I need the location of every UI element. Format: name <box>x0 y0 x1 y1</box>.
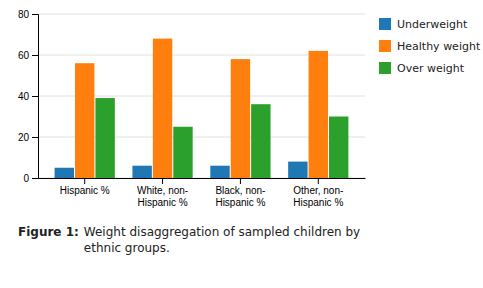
bar <box>153 39 172 178</box>
tick-mark <box>32 55 38 56</box>
tick-label: White, non-Hispanic % <box>137 185 188 208</box>
tick-mark <box>162 178 163 184</box>
tick-label-line: Other, non- <box>293 185 343 196</box>
bar <box>55 168 74 178</box>
tick-label-line: Hispanic % <box>138 197 188 208</box>
bar <box>95 98 114 178</box>
tick-label-line: White, non- <box>137 185 188 196</box>
caption-text: Weight disaggregation of sampled childre… <box>84 225 360 255</box>
tick-label-line: Hispanic % <box>293 197 343 208</box>
tick: Black, non-Hispanic % <box>215 178 265 208</box>
bar <box>75 63 94 178</box>
plot: 020406080Hispanic %White, non-Hispanic %… <box>18 9 366 208</box>
caption-line: Weight disaggregation of sampled childre… <box>84 225 360 239</box>
tick-mark <box>32 14 38 15</box>
legend-swatch <box>379 18 391 30</box>
tick: 0 <box>23 173 38 184</box>
caption-line: ethnic groups. <box>84 241 170 255</box>
tick-label: Other, non-Hispanic % <box>293 185 343 208</box>
bar <box>251 104 270 178</box>
tick-mark <box>318 178 319 184</box>
tick-label: 40 <box>18 91 30 102</box>
tick-mark <box>84 178 85 184</box>
legend: Underweight Healthy weight Over weight <box>379 18 481 75</box>
legend-item: Underweight <box>379 18 468 31</box>
tick-mark <box>32 178 38 179</box>
tick: Other, non-Hispanic % <box>293 178 343 208</box>
tick: Hispanic % <box>60 178 110 196</box>
tick-label: 80 <box>18 9 30 20</box>
tick-mark <box>240 178 241 184</box>
caption-title: Figure 1: <box>18 225 79 239</box>
bar-series <box>75 39 328 178</box>
tick: 40 <box>18 91 38 102</box>
grid <box>38 14 365 178</box>
legend-swatch <box>379 62 391 74</box>
y-axis: 0 20 40 60 80 <box>18 9 39 184</box>
tick-label-line: Hispanic % <box>215 197 265 208</box>
bars <box>55 39 349 178</box>
x-axis: Hispanic %White, non-Hispanic %Black, no… <box>39 178 366 208</box>
grid-line <box>38 14 365 15</box>
legend-label: Over weight <box>397 62 465 75</box>
tick-mark <box>32 137 38 138</box>
chart: 020406080Hispanic %White, non-Hispanic %… <box>0 0 483 288</box>
bar-series <box>95 98 348 178</box>
bar <box>231 59 250 178</box>
tick-label-line: Black, non- <box>215 185 265 196</box>
bar <box>173 127 192 178</box>
legend-item: Healthy weight <box>379 40 481 53</box>
legend-label: Healthy weight <box>397 40 481 53</box>
tick-label: 60 <box>18 50 30 61</box>
tick-label: 20 <box>18 132 30 143</box>
bar <box>309 51 328 178</box>
tick: 60 <box>18 50 38 61</box>
tick-label: 0 <box>23 173 29 184</box>
tick-label-line: Hispanic % <box>60 185 110 196</box>
bar <box>329 117 348 179</box>
legend-swatch <box>379 40 391 52</box>
tick: 80 <box>18 9 38 20</box>
axis-line <box>32 15 39 179</box>
legend-item: Over weight <box>379 62 465 75</box>
bar <box>210 166 229 178</box>
tick: 20 <box>18 132 38 143</box>
bar <box>132 166 151 178</box>
tick-mark <box>32 96 38 97</box>
tick-label: Hispanic % <box>60 185 110 196</box>
axis-line <box>39 178 366 179</box>
legend-label: Underweight <box>397 18 468 31</box>
tick-label: Black, non-Hispanic % <box>215 185 265 208</box>
tick: White, non-Hispanic % <box>137 178 188 208</box>
bar <box>288 162 307 178</box>
